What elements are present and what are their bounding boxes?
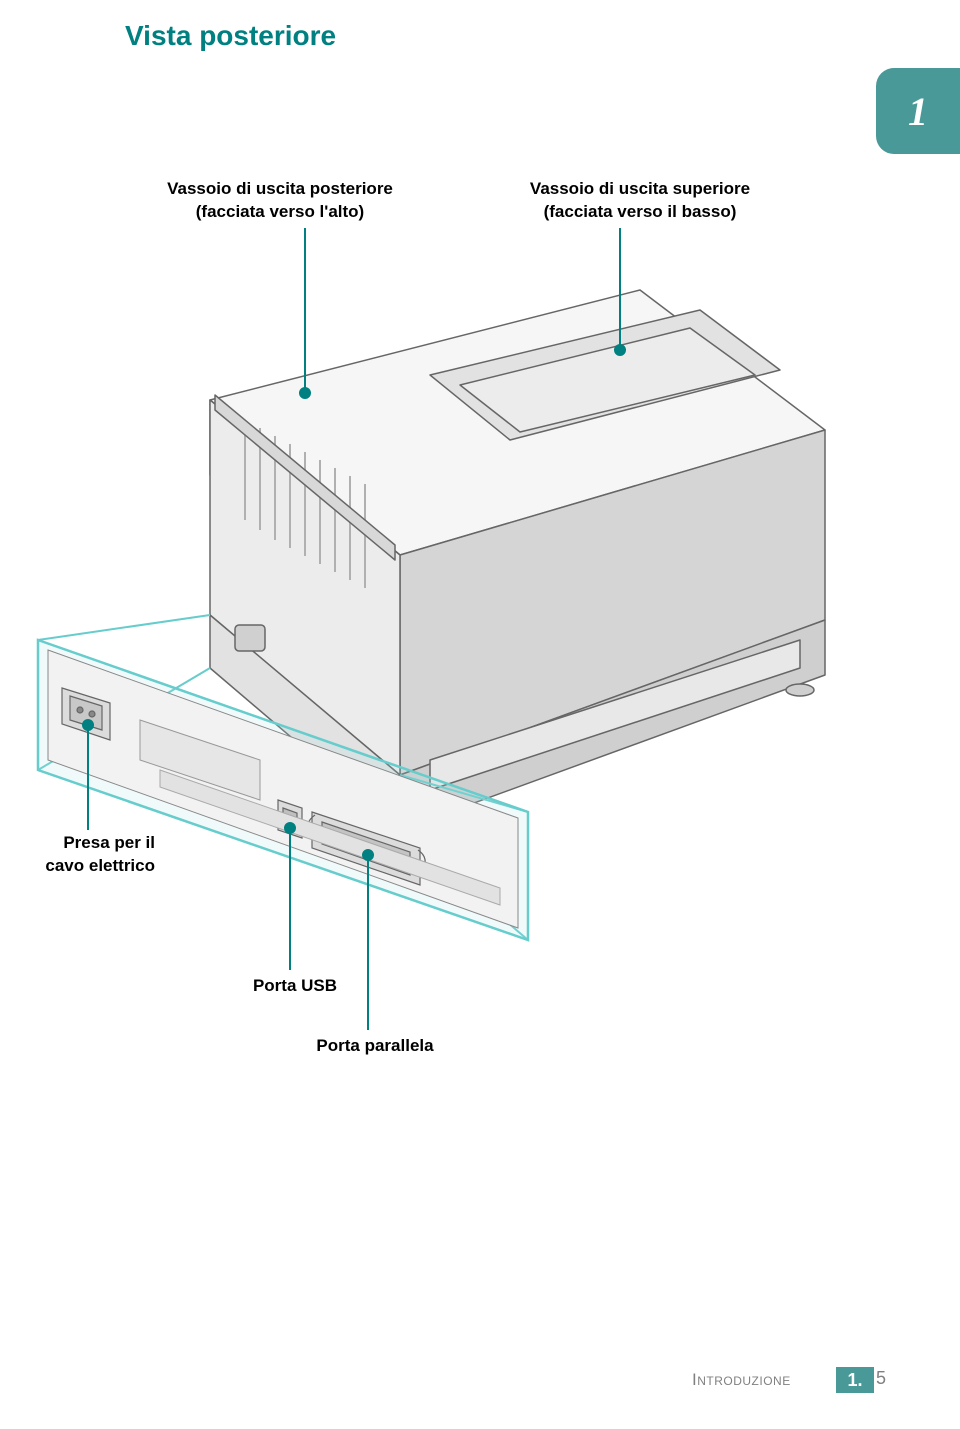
- footer-page-chapter: 1.: [847, 1370, 862, 1391]
- footer-page-chapter-box: 1.: [836, 1367, 874, 1393]
- printer-diagram: [0, 0, 960, 1100]
- footer-page-number: 5: [876, 1368, 886, 1389]
- footer-chapter-label: Introduzione: [692, 1370, 791, 1390]
